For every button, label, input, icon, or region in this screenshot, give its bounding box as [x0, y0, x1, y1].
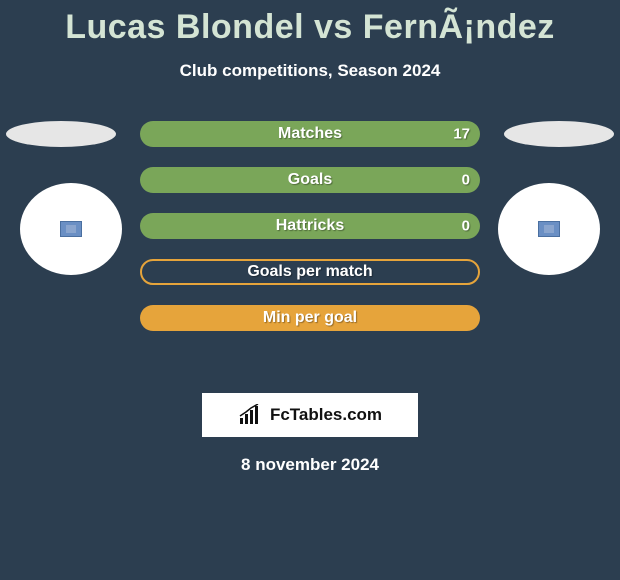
stat-label: Matches: [278, 125, 342, 143]
page-title: Lucas Blondel vs FernÃ¡ndez: [0, 0, 620, 47]
club-shield-icon: [60, 221, 82, 237]
stat-label: Goals per match: [247, 263, 372, 281]
branding-box: FcTables.com: [202, 393, 418, 437]
stat-label: Hattricks: [276, 217, 344, 235]
player-right-club-badge: [498, 183, 600, 275]
stat-label: Min per goal: [263, 309, 357, 327]
stat-row-goals: Goals 0: [140, 167, 480, 193]
stat-bars: Matches 17 Goals 0 Hattricks 0 Goals per match…: [140, 121, 480, 351]
comparison-panel: Matches 17 Goals 0 Hattricks 0 Goals per match…: [0, 121, 620, 381]
stat-value-right: 0: [462, 172, 470, 189]
player-left-club-badge: [20, 183, 122, 275]
branding-site: FcTables: [270, 405, 342, 424]
player-right-avatar-shadow: [504, 121, 614, 147]
stat-label: Goals: [288, 171, 332, 189]
stat-row-min-per-goal: Min per goal: [140, 305, 480, 331]
player-left-avatar-shadow: [6, 121, 116, 147]
club-shield-icon: [538, 221, 560, 237]
chart-bars-icon: [238, 404, 264, 426]
branding-suffix: .com: [342, 405, 382, 424]
footer-date: 8 november 2024: [0, 455, 620, 475]
stat-row-hattricks: Hattricks 0: [140, 213, 480, 239]
stat-row-matches: Matches 17: [140, 121, 480, 147]
page-subtitle: Club competitions, Season 2024: [0, 61, 620, 81]
stat-value-right: 0: [462, 218, 470, 235]
stat-row-goals-per-match: Goals per match: [140, 259, 480, 285]
stat-value-right: 17: [453, 126, 470, 143]
branding-text: FcTables.com: [270, 405, 382, 425]
